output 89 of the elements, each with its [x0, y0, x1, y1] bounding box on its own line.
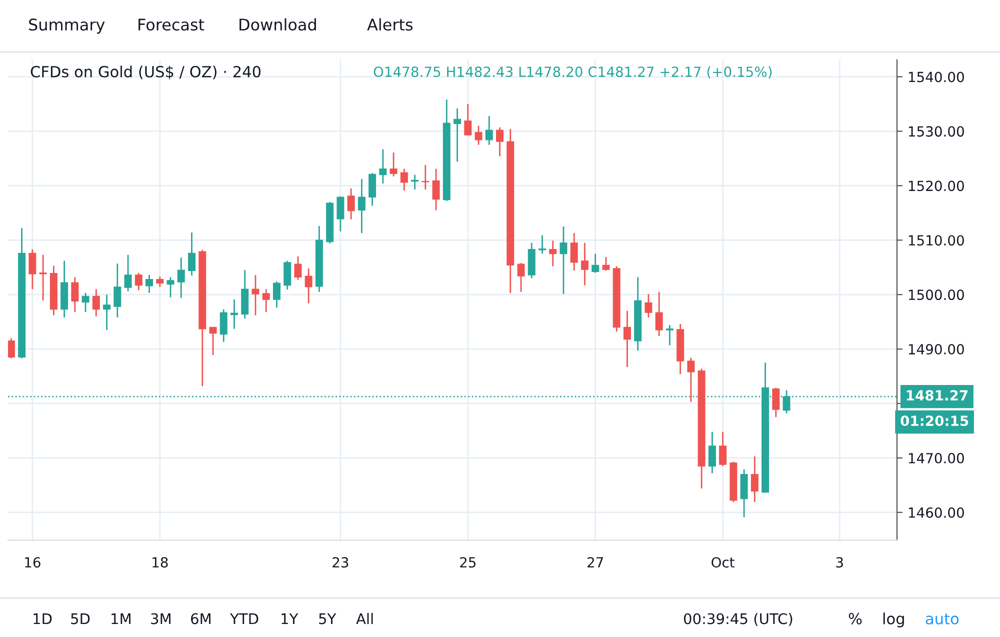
text: auto	[926, 613, 959, 624]
candlestick	[92, 288, 100, 318]
candlestick	[496, 126, 504, 157]
candlestick	[517, 262, 525, 293]
candlestick	[464, 103, 472, 136]
candlestick	[602, 256, 610, 272]
candlestick	[666, 324, 674, 346]
text: 00:39:45 (UTC)	[684, 612, 792, 626]
candlestick	[262, 288, 270, 313]
x-tick-label: 25	[460, 557, 476, 568]
ref-line-label: 1481.27	[906, 390, 968, 401]
candlestick	[538, 234, 546, 254]
text: 1Y	[282, 613, 298, 624]
text: All	[356, 612, 373, 624]
candlestick	[103, 294, 111, 331]
candlestick	[209, 326, 217, 356]
candlestick	[687, 357, 695, 403]
x-tick-label: 18	[152, 557, 168, 568]
candlestick	[304, 268, 312, 304]
candlestick	[114, 262, 122, 318]
candlestick	[252, 274, 260, 316]
candlestick	[644, 293, 652, 318]
candlestick	[368, 172, 376, 207]
text: Summary	[29, 18, 105, 34]
y-tick-label: 1460.00	[908, 507, 964, 518]
candlestick	[28, 248, 36, 290]
candlestick	[400, 168, 408, 192]
y-tick-label: 1470.00	[908, 452, 964, 464]
candlestick	[124, 254, 132, 292]
x-tick-label: 27	[588, 557, 604, 568]
x-tick-label: Oct	[712, 557, 734, 568]
candlestick	[347, 188, 355, 220]
chart-title: CFDs on Gold (US$ / OZ) · 240	[30, 66, 260, 80]
candlestick	[220, 308, 228, 343]
x-tick-label: 3	[836, 557, 843, 568]
y-tick-label: 1510.00	[908, 235, 964, 246]
text: 3M	[151, 613, 170, 624]
candlestick	[592, 253, 600, 274]
candlestick	[272, 280, 280, 308]
y-tick-label: 1540.00	[908, 72, 964, 82]
candlestick	[284, 260, 292, 290]
candlestick	[71, 276, 79, 313]
text: 5D	[71, 613, 90, 624]
text: 6M	[191, 613, 210, 624]
text: YTD	[230, 613, 258, 624]
candlestick	[379, 148, 387, 184]
candlestick	[390, 152, 398, 178]
chart-subtitle: O1478.75 H1482.43 L1478.20 C1481.27 +2.17 (+0.15%)	[374, 66, 772, 79]
y-tick-label: 1490.00	[908, 344, 964, 355]
candlestick	[570, 232, 578, 272]
candlestick	[623, 310, 631, 368]
candlestick	[474, 125, 482, 146]
candlestick	[82, 292, 90, 313]
candlestick	[188, 232, 196, 276]
text: 1D	[34, 613, 52, 624]
candlestick	[454, 108, 462, 162]
candlestick	[772, 387, 780, 418]
candlestick	[485, 115, 493, 146]
candlestick	[708, 431, 716, 474]
candlestick	[134, 272, 142, 291]
text: 01:20:15	[900, 416, 968, 426]
text: Alerts	[367, 18, 413, 31]
text: 1M	[112, 613, 130, 624]
candlestick	[8, 337, 15, 359]
candlestick	[358, 178, 366, 234]
candlestick	[294, 256, 302, 281]
y-tick-label: 1530.00	[908, 126, 964, 137]
text: Download	[240, 18, 316, 31]
text: %	[848, 612, 862, 624]
text: 5Y	[319, 613, 336, 624]
candlestick	[156, 276, 164, 288]
candlestick	[560, 226, 568, 295]
text: Forecast	[138, 18, 204, 31]
candlestick	[750, 456, 758, 503]
x-tick-label: 23	[332, 557, 348, 568]
candlestick	[719, 431, 727, 467]
y-tick-label: 1520.00	[908, 180, 964, 192]
candlestick	[655, 291, 663, 337]
candlestick	[549, 240, 557, 267]
x-tick-label: 16	[25, 557, 40, 568]
text: log	[883, 612, 904, 628]
candlestick	[432, 168, 440, 211]
candlestick	[166, 276, 174, 298]
candlestick	[336, 196, 344, 232]
candlestick	[230, 298, 238, 330]
y-tick-label: 1500.00	[908, 290, 964, 300]
candlestick	[146, 274, 154, 294]
candlestick	[177, 256, 185, 299]
candlestick	[580, 242, 588, 286]
